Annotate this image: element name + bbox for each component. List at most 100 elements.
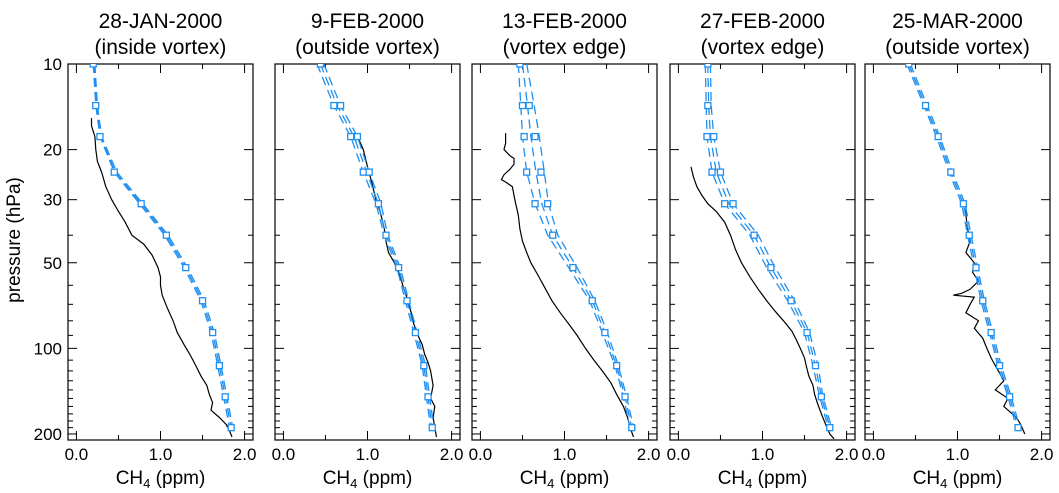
model-marker [569, 263, 577, 272]
model-marker [921, 101, 930, 110]
plot-area [500, 64, 636, 438]
x-axis-label-unit: (ppm) [554, 468, 609, 489]
panel-4: 27-FEB-2000 (vortex edge) 0.0 1.0 2.0 CH4 (pp… [667, 10, 859, 491]
model-marker [353, 132, 362, 141]
panel-1: 28-JAN-2000 (inside vortex) 10 20 30 50 100 200… [34, 10, 257, 491]
panel-title-location: (inside vortex) [95, 36, 227, 59]
model-marker [704, 64, 712, 68]
model-marker [516, 64, 524, 68]
x-tick-label: 2.0 [233, 445, 257, 464]
model-marker [710, 132, 718, 141]
panel-title-date: 25-MAR-2000 [892, 10, 1023, 33]
model-marker [729, 200, 737, 208]
model-marker [96, 132, 104, 141]
x-tick-label: 1.0 [553, 445, 577, 464]
panel-title-location: (outside vortex) [885, 36, 1030, 59]
model-profile-line [704, 64, 829, 428]
model-profile-line [521, 64, 633, 428]
x-axis-label: CH4 (ppm) [323, 468, 413, 491]
observed-profile-line [953, 205, 1026, 435]
model-marker [905, 64, 913, 68]
plot-area [89, 64, 235, 438]
model-profile-line [316, 64, 432, 428]
panel-title-date: 9-FEB-2000 [311, 10, 424, 33]
model-marker [959, 200, 968, 208]
model-profile-line [93, 64, 232, 428]
model-marker [1005, 393, 1014, 401]
model-profile-line [319, 64, 433, 428]
y-tick-label: 30 [43, 191, 62, 210]
model-marker [382, 231, 390, 239]
model-marker [1014, 423, 1022, 432]
model-marker [525, 101, 533, 110]
model-marker [330, 101, 338, 110]
x-tick-label: 1.0 [149, 445, 173, 464]
x-tick-label: 0.0 [862, 445, 886, 464]
x-axis-label-unit: (ppm) [357, 468, 412, 489]
model-marker [995, 361, 1004, 370]
model-marker [374, 200, 383, 208]
plot-area [905, 64, 1026, 435]
model-profile-line [908, 64, 1019, 428]
model-marker [424, 393, 432, 401]
x-axis-label: CH4 (ppm) [116, 468, 206, 491]
model-marker [162, 231, 171, 239]
model-marker [601, 328, 609, 337]
model-marker [972, 263, 980, 272]
y-tick-label: 200 [34, 425, 62, 444]
model-marker [110, 168, 118, 176]
model-marker [92, 101, 100, 110]
model-marker [787, 297, 795, 305]
x-tick-label: 2.0 [835, 445, 859, 464]
model-profile-line [94, 64, 234, 428]
model-marker [704, 101, 712, 110]
model-profile-line [323, 64, 435, 428]
model-marker [750, 231, 758, 239]
model-marker [221, 393, 229, 401]
model-marker [716, 168, 725, 176]
y-tick-label: 10 [43, 55, 62, 74]
model-marker [365, 168, 373, 176]
panel-2: 9-FEB-2000 (outside vortex) 0.0 1.0 2.0 CH4 (… [272, 10, 464, 491]
model-marker [520, 132, 528, 141]
model-marker [965, 231, 973, 239]
x-tick-label: 2.0 [637, 445, 661, 464]
model-marker [703, 132, 711, 141]
x-axis-label-main: CH [913, 468, 940, 489]
model-marker [336, 101, 345, 110]
x-axis-label-subscript: 4 [547, 476, 554, 491]
y-tick-label: 100 [34, 339, 62, 358]
x-axis-label-unit: (ppm) [752, 468, 807, 489]
observed-profile-line [500, 133, 635, 438]
model-marker [215, 361, 224, 370]
model-marker [316, 64, 325, 68]
model-marker [420, 361, 428, 370]
model-marker [588, 297, 596, 305]
panel-title-location: (vortex edge) [701, 36, 825, 59]
model-marker [394, 263, 403, 272]
model-marker [227, 423, 235, 432]
plot-area [316, 64, 438, 438]
panel-3: 13-FEB-2000 (vortex edge) 0.0 1.0 2.0 CH4 (pp… [469, 10, 661, 491]
x-tick-label: 0.0 [667, 445, 691, 464]
model-profile-line [92, 64, 231, 428]
model-marker [347, 132, 355, 141]
model-marker [403, 297, 411, 305]
x-axis-label-unit: (ppm) [150, 468, 205, 489]
panel-frame [471, 63, 658, 441]
model-marker [947, 168, 955, 176]
model-marker [708, 168, 716, 176]
y-axis-label: pressure (hPa) [4, 177, 25, 303]
model-marker [612, 361, 621, 370]
x-axis-label-main: CH [718, 468, 745, 489]
x-tick-label: 2.0 [440, 445, 464, 464]
model-marker [979, 297, 987, 305]
x-axis-label: CH4 (ppm) [718, 468, 808, 491]
model-profile-line [526, 64, 635, 428]
panel-frame [67, 63, 254, 441]
y-tick-label: 20 [43, 141, 62, 160]
model-profile-line [909, 64, 1021, 428]
model-marker [208, 328, 217, 337]
model-marker [544, 200, 552, 208]
